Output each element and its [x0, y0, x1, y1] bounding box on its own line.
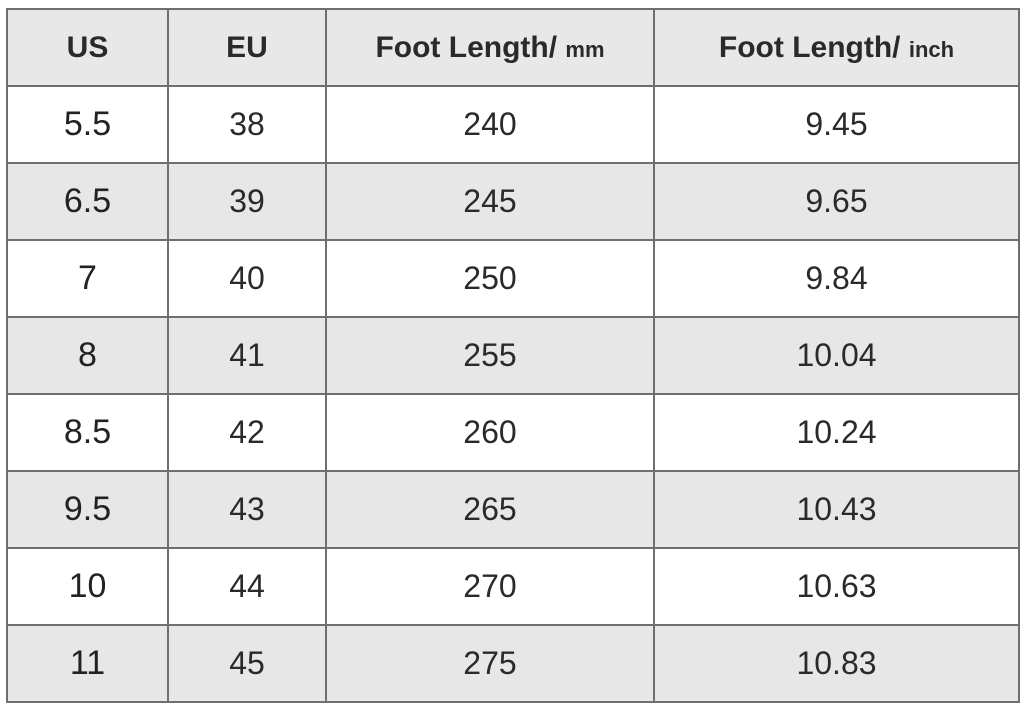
table-row: 10 44 270 10.63 [6, 547, 1020, 626]
table-cell: 265 [325, 470, 655, 549]
table-cell: 42 [167, 393, 327, 472]
table-cell: 10.83 [653, 624, 1020, 703]
table-cell: 270 [325, 547, 655, 626]
table-cell: 10 [6, 547, 169, 626]
header-text: Foot Length/ [375, 30, 558, 64]
table-cell: 275 [325, 624, 655, 703]
table-cell: 240 [325, 85, 655, 164]
table-cell: 8 [6, 316, 169, 395]
table-cell: 9.65 [653, 162, 1020, 241]
table-cell: 260 [325, 393, 655, 472]
header-cell: Foot Length/ mm [325, 8, 655, 87]
table-cell: 43 [167, 470, 327, 549]
header-unit: inch [908, 36, 955, 62]
table-cell: 41 [167, 316, 327, 395]
table-cell: 10.63 [653, 547, 1020, 626]
size-chart: US EU Foot Length/ mm Foot Length/ inch 5.5… [6, 8, 1020, 703]
table-row: 11 45 275 10.83 [6, 624, 1020, 703]
header-row: US EU Foot Length/ mm Foot Length/ inch [6, 8, 1020, 87]
table-cell: 40 [167, 239, 327, 318]
table-row: 7 40 250 9.84 [6, 239, 1020, 318]
table-cell: 44 [167, 547, 327, 626]
table-row: 6.5 39 245 9.65 [6, 162, 1020, 241]
table-cell: 10.04 [653, 316, 1020, 395]
header-text: EU [226, 30, 268, 64]
table-row: 8 41 255 10.04 [6, 316, 1020, 395]
table-cell: 9.5 [6, 470, 169, 549]
table-cell: 39 [167, 162, 327, 241]
table-cell: 250 [325, 239, 655, 318]
table-row: 8.5 42 260 10.24 [6, 393, 1020, 472]
table-cell: 9.84 [653, 239, 1020, 318]
header-cell: Foot Length/ inch [653, 8, 1020, 87]
table-cell: 38 [167, 85, 327, 164]
table-cell: 7 [6, 239, 169, 318]
header-cell: EU [167, 8, 327, 87]
table-cell: 10.43 [653, 470, 1020, 549]
table-cell: 5.5 [6, 85, 169, 164]
table-cell: 45 [167, 624, 327, 703]
header-unit: mm [565, 36, 605, 62]
table-row: 9.5 43 265 10.43 [6, 470, 1020, 549]
table-cell: 245 [325, 162, 655, 241]
header-text: Foot Length/ [718, 30, 901, 64]
header-text: US [66, 30, 109, 64]
table-cell: 255 [325, 316, 655, 395]
table-body: 5.5 38 240 9.45 6.5 39 245 9.65 7 40 250 9.84 8 41 255… [6, 85, 1020, 703]
table-cell: 11 [6, 624, 169, 703]
table-cell: 9.45 [653, 85, 1020, 164]
table-cell: 6.5 [6, 162, 169, 241]
table-row: 5.5 38 240 9.45 [6, 85, 1020, 164]
header-cell: US [6, 8, 169, 87]
size-table: US EU Foot Length/ mm Foot Length/ inch 5.5… [6, 8, 1020, 703]
table-cell: 8.5 [6, 393, 169, 472]
table-cell: 10.24 [653, 393, 1020, 472]
